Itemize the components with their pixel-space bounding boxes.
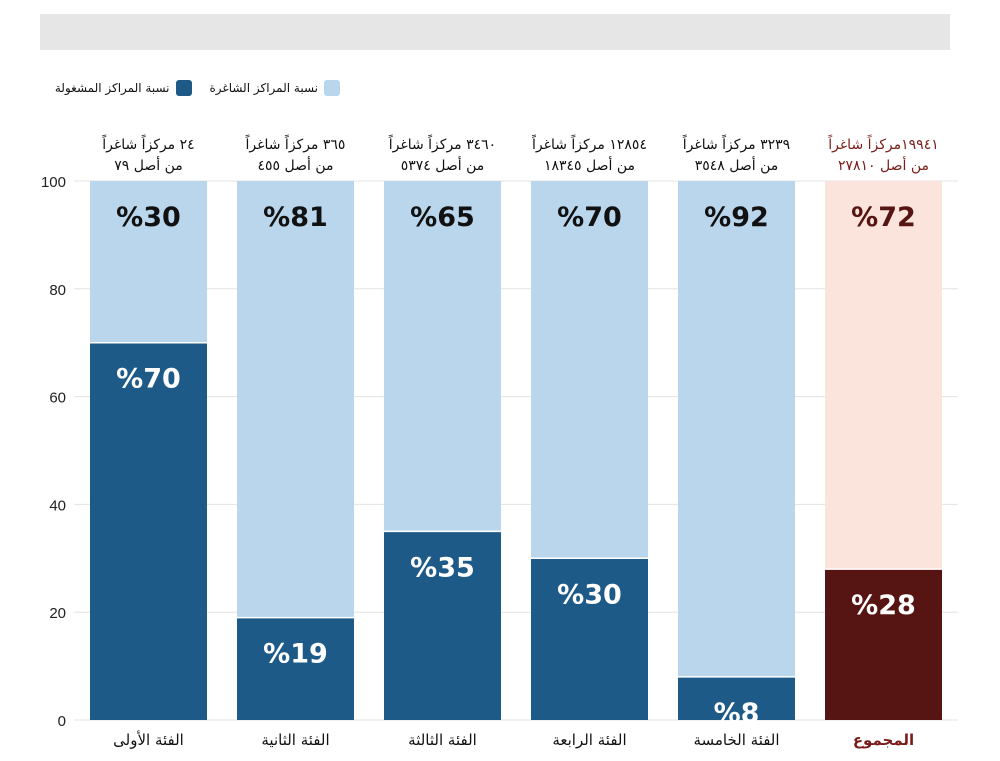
title-bar — [40, 14, 950, 50]
y-tick-label: 20 — [49, 605, 66, 622]
bar-occupied — [531, 558, 648, 720]
category-label: المجموع — [853, 731, 914, 749]
y-tick-label: 100 — [41, 174, 66, 191]
bar-vacant — [90, 181, 207, 343]
bar-occupied — [678, 676, 795, 720]
legend: نسبة المراكز الشاغرة نسبة المراكز المشغو… — [40, 76, 340, 100]
bar-occupied — [237, 617, 354, 720]
bar-annotation-line2: من أصل ٤٥٥ — [258, 156, 334, 174]
data-label-vacant: %65 — [410, 202, 475, 233]
bar-annotation-line1: ٣٢٣٩ مركزاً شاغراً — [682, 134, 790, 153]
data-label-occupied: %28 — [851, 590, 916, 621]
bar-annotation-line1: ٣٤٦٠ مركزاً شاغراً — [388, 134, 496, 153]
data-label-occupied: %70 — [116, 364, 181, 395]
data-label-occupied: %35 — [410, 552, 475, 583]
bar-annotation-line2: من أصل ٧٩ — [114, 156, 182, 174]
bar-annotation-line2: من أصل ٥٣٧٤ — [401, 156, 485, 174]
category-label: الفئة الخامسة — [693, 731, 779, 749]
bar-annotation-line1: ١٢٨٥٤ مركزاً شاغراً — [531, 134, 647, 153]
legend-item-vacant: نسبة المراكز الشاغرة — [210, 80, 340, 96]
legend-swatch-vacant — [324, 80, 340, 96]
legend-item-occupied: نسبة المراكز المشغولة — [55, 80, 192, 96]
category-label: الفئة الثالثة — [408, 731, 477, 749]
data-label-vacant: %81 — [263, 202, 328, 233]
data-label-vacant: %70 — [557, 202, 622, 233]
y-tick-label: 80 — [49, 282, 66, 299]
category-label: الفئة الرابعة — [552, 731, 626, 749]
data-label-occupied: %19 — [263, 639, 328, 670]
y-tick-label: 60 — [49, 390, 66, 407]
legend-label-occupied: نسبة المراكز المشغولة — [54, 81, 170, 95]
bar-occupied — [90, 342, 207, 720]
category-label: الفئة الأولى — [113, 730, 184, 749]
data-label-occupied: %8 — [714, 698, 760, 729]
y-tick-label: 40 — [49, 497, 66, 514]
legend-swatch-occupied — [175, 80, 192, 96]
bar-vacant — [237, 181, 354, 618]
data-label-vacant: %72 — [851, 202, 916, 233]
bar-annotation-line2: من أصل ٢٧٨١٠ — [838, 156, 929, 174]
legend-label-vacant: نسبة المراكز الشاغرة — [209, 81, 318, 95]
bar-annotation-line2: من أصل ٣٥٤٨ — [695, 156, 779, 174]
bar-occupied — [825, 569, 942, 720]
bar-vacant — [825, 181, 942, 570]
bar-vacant — [531, 181, 648, 559]
bar-annotation-line1: ٢٤ مركزاً شاغراً — [102, 134, 195, 153]
bar-annotation-line1: ٣٦٥ مركزاً شاغراً — [245, 134, 345, 153]
category-label: الفئة الثانية — [261, 731, 329, 749]
bar-annotation-line2: من أصل ١٨٣٤٥ — [544, 156, 635, 174]
y-tick-label: 0 — [58, 713, 66, 730]
bar-occupied — [384, 531, 501, 720]
bar-vacant — [384, 181, 501, 532]
data-label-occupied: %30 — [557, 579, 622, 610]
bar-vacant — [678, 181, 795, 677]
data-label-vacant: %92 — [704, 202, 769, 233]
bar-annotation-line1: ١٩٩٤١مركزاً شاغراً — [828, 134, 939, 153]
data-label-vacant: %30 — [116, 202, 181, 233]
